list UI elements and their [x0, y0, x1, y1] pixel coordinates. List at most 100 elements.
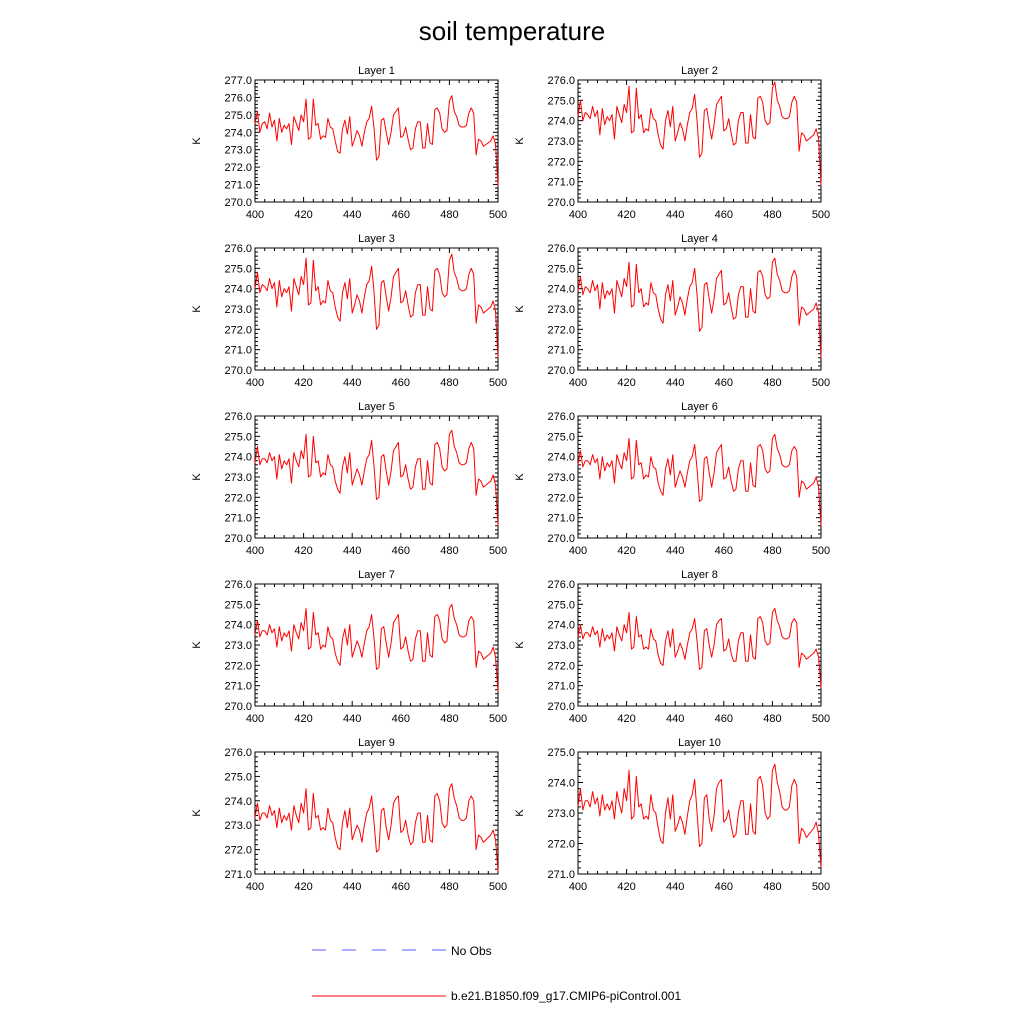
y-tick-label: 274.0 — [224, 127, 252, 139]
panel-layer-8: Layer 8 270.0 271.0 272.0 273.0 274.0 275.0 276… — [514, 569, 830, 725]
y-tick-label: 270.0 — [224, 533, 252, 545]
x-tick-label: 440 — [343, 881, 361, 893]
y-tick-label: 276.0 — [224, 243, 252, 255]
y-tick-label: 270.0 — [224, 701, 252, 713]
y-tick-label: 270.0 — [224, 365, 252, 377]
y-tick-label: 271.0 — [224, 180, 252, 192]
y-tick-label: 272.0 — [547, 324, 575, 336]
y-tick-label: 271.0 — [547, 681, 575, 693]
x-tick-label: 420 — [294, 209, 312, 221]
panel-layer-10: Layer 10 271.0 272.0 273.0 274.0 275.0 K 400 420… — [514, 737, 830, 893]
y-tick-label: 274.0 — [547, 620, 575, 632]
series-line-layer-4 — [577, 257, 822, 358]
series-line-layer-8 — [577, 607, 822, 688]
y-tick-label: 275.0 — [224, 431, 252, 443]
y-tick-label: 273.0 — [547, 808, 575, 820]
y-tick-label: 272.0 — [224, 492, 252, 504]
y-tick-label: 273.0 — [224, 145, 252, 157]
y-tick-label: 272.0 — [547, 156, 575, 168]
y-tick-label: 274.0 — [547, 116, 575, 128]
y-axis-label: K — [191, 137, 203, 145]
x-tick-label: 420 — [294, 545, 312, 557]
panel-layer-4: Layer 4 270.0 271.0 272.0 273.0 274.0 275.0 276… — [514, 233, 830, 389]
y-axis-label: K — [514, 305, 526, 313]
panel-layer-3: Layer 3 270.0 271.0 272.0 273.0 274.0 275.0 276… — [191, 233, 507, 389]
y-tick-label: 271.0 — [224, 681, 252, 693]
plot-frame-layer-10 — [577, 751, 822, 875]
x-tick-label: 480 — [763, 881, 781, 893]
panel-title-layer-8: Layer 8 — [681, 569, 718, 581]
x-tick-label: 500 — [489, 713, 507, 725]
x-tick-label: 440 — [666, 545, 684, 557]
y-tick-label: 270.0 — [547, 533, 575, 545]
panel-title-layer-3: Layer 3 — [358, 233, 395, 245]
panel-title-layer-6: Layer 6 — [681, 401, 718, 413]
x-tick-label: 460 — [392, 209, 410, 221]
plot-frame-layer-6 — [577, 415, 822, 539]
x-tick-label: 500 — [812, 545, 830, 557]
y-tick-label: 273.0 — [547, 640, 575, 652]
y-tick-label: 271.0 — [224, 513, 252, 525]
y-tick-label: 274.0 — [224, 284, 252, 296]
x-tick-label: 460 — [715, 209, 733, 221]
x-tick-label: 460 — [392, 545, 410, 557]
x-tick-label: 400 — [246, 713, 264, 725]
x-tick-label: 500 — [812, 881, 830, 893]
panel-title-layer-2: Layer 2 — [681, 65, 718, 77]
y-axis-label: K — [514, 641, 526, 649]
x-tick-label: 440 — [343, 713, 361, 725]
y-axis-label: K — [191, 809, 203, 817]
x-tick-label: 480 — [440, 377, 458, 389]
x-tick-label: 400 — [569, 209, 587, 221]
x-tick-label: 440 — [343, 545, 361, 557]
y-tick-label: 271.0 — [547, 345, 575, 357]
panel-layer-5: Layer 5 270.0 271.0 272.0 273.0 274.0 275.0 276… — [191, 401, 507, 557]
y-axis-label: K — [514, 473, 526, 481]
y-tick-label: 271.0 — [224, 345, 252, 357]
plot-frame-layer-1 — [254, 79, 499, 203]
panel-layer-7: Layer 7 270.0 271.0 272.0 273.0 274.0 275.0 276… — [191, 569, 507, 725]
x-tick-label: 440 — [666, 881, 684, 893]
x-tick-label: 400 — [246, 881, 264, 893]
x-tick-label: 400 — [569, 545, 587, 557]
x-tick-label: 480 — [763, 377, 781, 389]
x-tick-label: 480 — [440, 209, 458, 221]
x-tick-label: 400 — [246, 209, 264, 221]
y-tick-label: 270.0 — [224, 197, 252, 209]
y-tick-label: 274.0 — [224, 620, 252, 632]
y-tick-label: 276.0 — [224, 579, 252, 591]
panel-layer-1: Layer 1 270.0 271.0 272.0 273.0 274.0 275.0 276… — [191, 65, 507, 221]
x-tick-label: 500 — [489, 377, 507, 389]
x-tick-label: 500 — [812, 713, 830, 725]
y-tick-label: 275.0 — [224, 110, 252, 122]
x-tick-label: 460 — [715, 713, 733, 725]
figure-title: soil temperature — [419, 16, 605, 46]
y-axis-label: K — [514, 809, 526, 817]
y-tick-label: 275.0 — [547, 431, 575, 443]
x-tick-label: 400 — [569, 713, 587, 725]
panel-title-layer-7: Layer 7 — [358, 569, 395, 581]
x-tick-label: 420 — [294, 377, 312, 389]
y-tick-label: 274.0 — [547, 284, 575, 296]
series-line-layer-6 — [577, 433, 822, 526]
x-tick-label: 400 — [569, 377, 587, 389]
y-tick-label: 270.0 — [547, 365, 575, 377]
y-axis-label: K — [191, 641, 203, 649]
x-tick-label: 440 — [666, 209, 684, 221]
x-tick-label: 460 — [392, 713, 410, 725]
x-tick-label: 460 — [392, 377, 410, 389]
x-tick-label: 440 — [343, 209, 361, 221]
y-tick-label: 273.0 — [547, 472, 575, 484]
x-tick-label: 480 — [763, 209, 781, 221]
series-line-layer-1 — [254, 95, 499, 187]
legend: No Obs b.e21.B1850.f09_g17.CMIP6-piContr… — [312, 944, 681, 1003]
y-tick-label: 272.0 — [547, 492, 575, 504]
plot-frame-layer-2 — [577, 79, 822, 203]
y-tick-label: 272.0 — [547, 660, 575, 672]
series-line-layer-2 — [577, 81, 822, 186]
x-tick-label: 400 — [246, 377, 264, 389]
y-tick-label: 275.0 — [547, 747, 575, 759]
x-tick-label: 480 — [763, 545, 781, 557]
y-tick-label: 276.0 — [224, 747, 252, 759]
y-tick-label: 273.0 — [547, 136, 575, 148]
